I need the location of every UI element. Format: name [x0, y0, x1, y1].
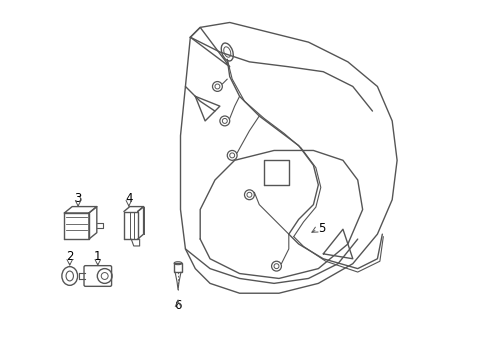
Text: 3: 3 — [74, 192, 81, 205]
Text: 2: 2 — [66, 250, 73, 263]
Text: 6: 6 — [174, 299, 182, 312]
Bar — [174, 263, 182, 272]
Text: 1: 1 — [94, 250, 102, 263]
Text: 5: 5 — [318, 222, 325, 235]
Text: 4: 4 — [125, 192, 132, 205]
